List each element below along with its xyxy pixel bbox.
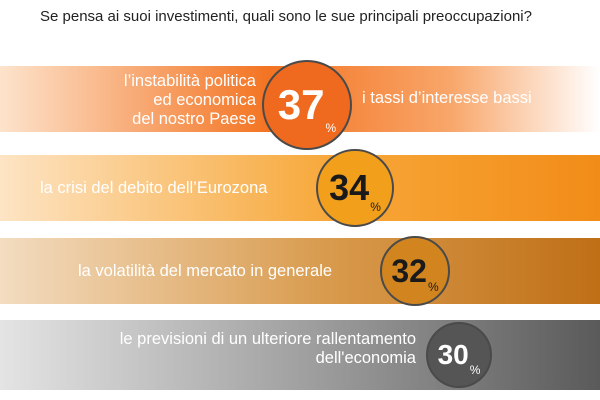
band-label-line: l’instabilità politica bbox=[123, 72, 256, 90]
value-unit: % bbox=[427, 280, 439, 294]
value-unit: % bbox=[370, 200, 381, 214]
value-badge: 32 % bbox=[380, 236, 450, 306]
value-number: 30 bbox=[437, 339, 469, 370]
band-label-line: dell'economia bbox=[315, 349, 416, 367]
band-label: le previsioni di un ulteriore rallentame… bbox=[60, 330, 416, 368]
band-label-line: le previsioni di un ulteriore rallentame… bbox=[119, 330, 416, 348]
band-row-3: la volatilità del mercato in generale bbox=[0, 238, 600, 304]
value-number: 37 bbox=[277, 81, 325, 128]
chart-question: Se pensa ai suoi investimenti, quali son… bbox=[40, 8, 532, 25]
value-badge: 30 % bbox=[426, 322, 492, 388]
band-row-4: le previsioni di un ulteriore rallentame… bbox=[0, 320, 600, 390]
value-number: 32 bbox=[391, 253, 427, 289]
value-number: 34 bbox=[329, 167, 370, 208]
value-badge: 34 % bbox=[316, 149, 394, 227]
band-label: l’instabilità politica ed economica del … bbox=[60, 72, 256, 129]
band-label-line: del nostro Paese bbox=[132, 110, 256, 128]
band-row-2: la crisi del debito dell’Eurozona bbox=[0, 155, 600, 221]
value-unit: % bbox=[325, 121, 337, 135]
value-badge: 37 % bbox=[262, 60, 352, 150]
band-label-line: ed economica bbox=[153, 91, 256, 109]
band-label-line: la volatilità del mercato in generale bbox=[78, 262, 333, 280]
band-label: la crisi del debito dell’Eurozona bbox=[40, 179, 310, 198]
value-unit: % bbox=[469, 363, 481, 377]
band-label: la volatilità del mercato in generale bbox=[78, 262, 378, 281]
band-label-right: i tassi d’interesse bassi bbox=[362, 89, 532, 107]
band-label-line: la crisi del debito dell’Eurozona bbox=[40, 179, 268, 197]
